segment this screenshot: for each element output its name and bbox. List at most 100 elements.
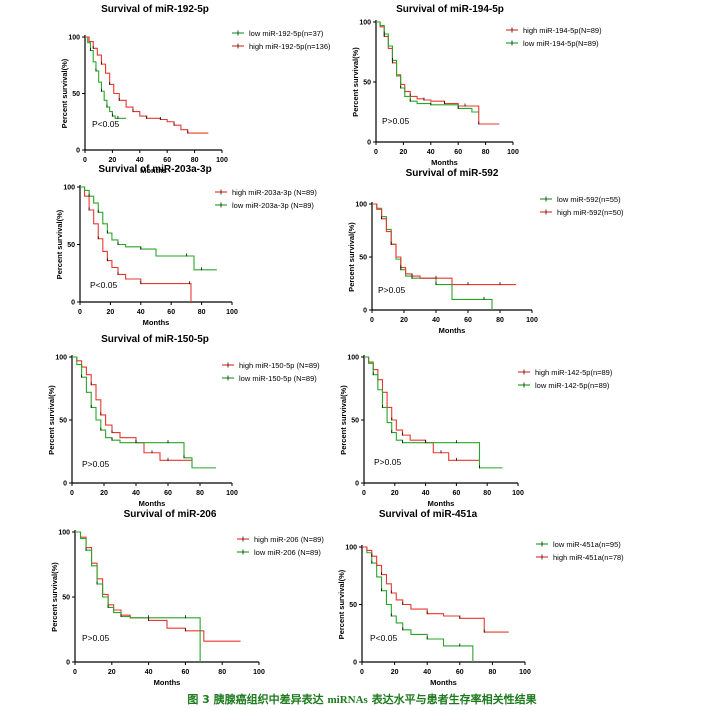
legend-label: high miR-206 (N=89) [254,535,324,544]
caption-number: 3 [202,693,210,706]
series-line-green [376,21,479,113]
y-tick-label: 100 [68,35,80,42]
km-panel-3: 0 20 40 60 80 100 0 50 100 Months Percent survival… [55,164,317,327]
x-tick-label: 40 [145,669,153,676]
y-axis-label: Percent survival(%) [339,385,348,455]
y-tick-label: 50 [351,418,359,425]
y-tick-label: 0 [355,481,359,488]
series-line-green [72,356,216,469]
x-tick-label: 20 [400,149,408,156]
x-axis-label: Months [140,166,167,175]
p-value-label: P>0.05 [82,633,109,643]
x-tick-label: 40 [423,669,431,676]
y-tick-label: 0 [71,300,75,307]
x-tick-label: 80 [218,669,226,676]
y-tick-label: 50 [363,80,371,87]
y-tick-label: 100 [355,202,367,209]
y-tick-label: 0 [363,308,367,315]
x-tick-label: 40 [422,490,430,497]
legend-label: high miR-150-5p (N=89) [239,361,320,370]
x-tick-label: 80 [191,157,199,164]
km-panel-8: 0 20 40 60 80 100 0 50 100 Months Percent survival… [337,509,624,687]
y-axis-label: Percent survival(%) [60,58,69,128]
x-tick-label: 20 [391,490,399,497]
y-tick-label: 50 [72,91,80,98]
x-tick-label: 60 [164,490,172,497]
chart-title: Survival of miR-150-5p [101,334,209,345]
legend-label: high miR-142-5p(n=89) [535,368,613,377]
x-tick-label: 40 [136,157,144,164]
y-tick-label: 100 [347,355,359,362]
caption-mirnas: miRNAs [327,694,368,706]
x-tick-label: 0 [374,149,378,156]
y-axis-label: Percent survival(%) [50,562,59,632]
legend-label: low miR-142-5p(n=89) [535,381,610,390]
y-tick-label: 100 [359,20,371,27]
x-tick-label: 20 [391,669,399,676]
series-line-red [362,546,509,633]
x-tick-label: 100 [226,309,238,316]
chart-title: Survival of miR-192-5p [101,4,209,15]
series-line-green [80,186,217,271]
x-tick-label: 40 [432,317,440,324]
y-axis-label: Percent survival(%) [55,209,64,279]
km-panel-5: 0 20 40 60 80 100 0 50 100 Months Percent survival… [47,334,320,508]
x-tick-label: 20 [108,669,116,676]
legend-label: high miR-592(n=50) [557,208,624,217]
x-tick-label: 100 [512,490,524,497]
km-panel-4: 0 20 40 60 80 100 0 50 100 Months Percent survival… [347,168,624,335]
p-value-label: P<0.05 [90,280,117,290]
y-tick-label: 50 [359,255,367,262]
chart-title: Survival of miR-451a [379,509,478,520]
y-tick-label: 100 [58,530,70,537]
y-tick-label: 0 [66,660,70,667]
series-line-red [376,21,500,125]
x-tick-label: 20 [109,157,117,164]
series-line-red [364,356,480,461]
y-tick-label: 0 [63,481,67,488]
x-axis-label: Months [430,678,457,687]
chart-title: Survival of miR-203a-3p [98,164,211,175]
x-tick-label: 0 [83,157,87,164]
x-tick-label: 100 [519,669,531,676]
y-tick-label: 100 [55,355,67,362]
chart-title: Survival of miR-206 [124,509,217,520]
y-axis-label: Percent survival(%) [351,47,360,117]
y-tick-label: 100 [345,545,357,552]
x-tick-label: 80 [489,669,497,676]
series-line-green [85,36,127,119]
legend-label: low miR-206 (N=89) [254,548,321,557]
x-tick-label: 80 [496,317,504,324]
x-tick-label: 80 [482,149,490,156]
x-tick-label: 60 [456,669,464,676]
x-tick-label: 60 [464,317,472,324]
y-tick-label: 100 [63,185,75,192]
x-axis-label: Months [139,499,166,508]
km-panel-1: 0 20 40 60 80 100 0 50 100 Months Percent survival… [60,4,331,175]
x-tick-label: 0 [70,490,74,497]
x-tick-label: 80 [198,309,206,316]
x-tick-label: 60 [167,309,175,316]
x-tick-label: 20 [400,317,408,324]
figure-caption: 图 3 胰腺癌组织中差异表达 miRNAs 表达水平与患者生存率相关性结果 [0,691,724,707]
caption-text-1: 胰腺癌组织中差异表达 [213,693,324,706]
x-tick-label: 100 [216,157,228,164]
legend-label: high miR-192-5p(n=136) [249,42,331,51]
x-tick-label: 40 [137,309,145,316]
p-value-label: P<0.05 [92,119,119,129]
x-tick-label: 100 [253,669,265,676]
km-figure: 0 20 40 60 80 100 0 50 100 Months Percent survival… [47,4,624,687]
legend-label: low miR-194-5p(N=89) [523,39,599,48]
x-tick-label: 0 [360,669,364,676]
y-tick-label: 0 [367,140,371,147]
x-tick-label: 100 [226,490,238,497]
y-axis-label: Percent survival(%) [347,222,356,292]
x-axis-label: Months [143,318,170,327]
legend-label: low miR-203a-3p (N=89) [232,201,314,210]
x-tick-label: 0 [78,309,82,316]
p-value-label: P>0.05 [82,459,109,469]
caption-text-2: 表达水平与患者生存率相关性结果 [371,693,537,706]
legend-label: low miR-592(n=55) [557,195,621,204]
x-tick-label: 0 [362,490,366,497]
series-line-red [75,531,241,642]
